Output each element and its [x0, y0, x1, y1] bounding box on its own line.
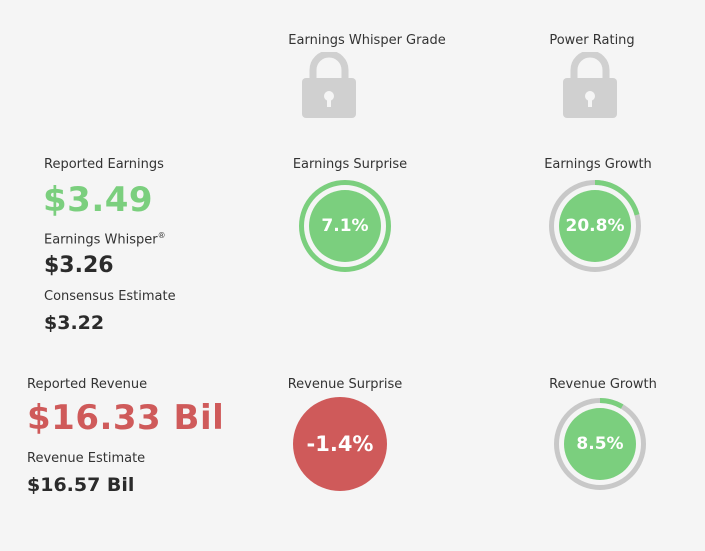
revenue-growth-value: 8.5%	[576, 434, 624, 454]
registered-mark: ®	[157, 231, 166, 240]
reported-revenue-value: $16.33 Bil	[27, 398, 225, 438]
earnings-whisper-label: Earnings Whisper®	[44, 231, 166, 248]
revenue-estimate-label: Revenue Estimate	[27, 451, 146, 466]
reported-revenue-label: Reported Revenue	[27, 377, 148, 392]
earnings-growth-value: 20.8%	[565, 216, 625, 236]
reported-earnings-label: Reported Earnings	[44, 157, 164, 172]
earnings-surprise-label: Earnings Surprise	[292, 157, 408, 172]
reported-earnings-value: $3.49	[43, 180, 154, 220]
earnings-growth-label: Earnings Growth	[544, 157, 652, 172]
earnings-growth-gauge	[549, 180, 641, 272]
revenue-growth-label: Revenue Growth	[549, 377, 657, 392]
revenue-estimate-value: $16.57 Bil	[27, 474, 135, 496]
power-rating-label: Power Rating	[549, 33, 635, 48]
revenue-growth-arc	[554, 398, 646, 490]
revenue-growth-gauge	[554, 398, 646, 490]
consensus-estimate-label: Consensus Estimate	[44, 289, 176, 304]
earnings-whisper-value: $3.26	[44, 253, 114, 278]
revenue-surprise-value: -1.4%	[293, 397, 387, 491]
earnings-growth-arc	[549, 180, 641, 272]
earnings-surprise-gauge	[299, 180, 391, 272]
earnings-surprise-value: 7.1%	[321, 216, 369, 236]
lock-icon	[563, 52, 617, 118]
lock-icon	[302, 52, 356, 118]
revenue-surprise-label: Revenue Surprise	[287, 377, 403, 392]
earnings-whisper-grade-label: Earnings Whisper Grade	[288, 33, 446, 48]
consensus-estimate-value: $3.22	[44, 312, 105, 334]
